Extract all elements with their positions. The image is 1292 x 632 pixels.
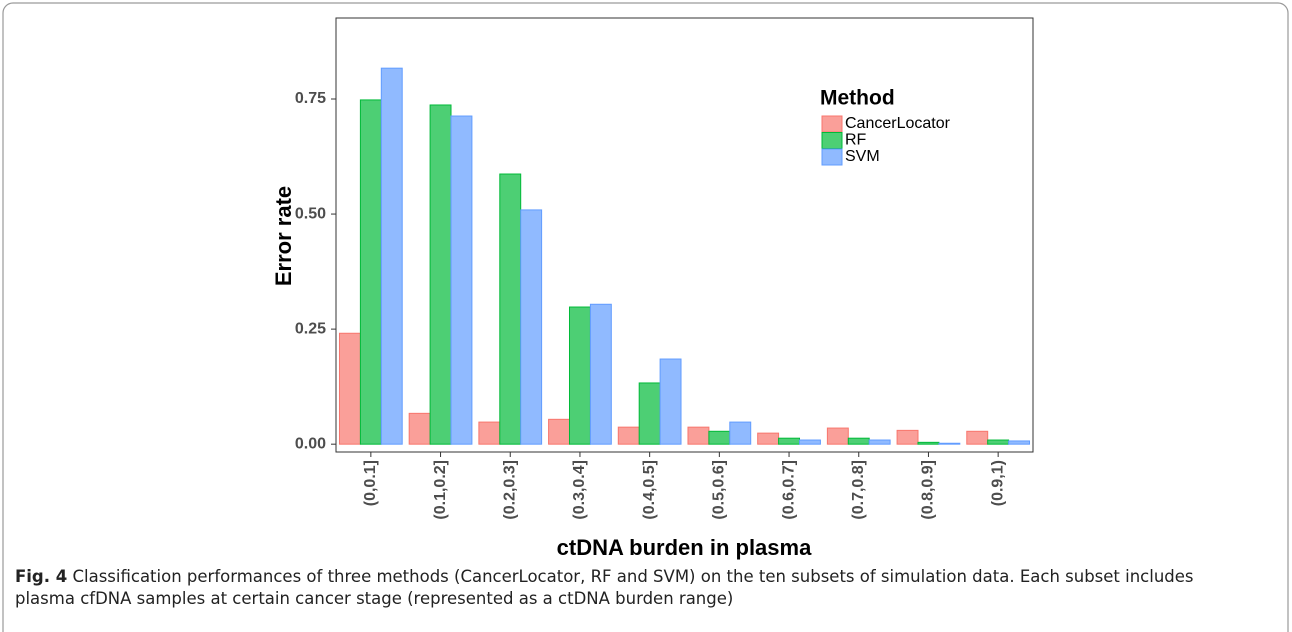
bar [450,115,473,445]
bar [499,173,522,445]
x-tick-label: (0.2,0.3] [501,460,518,520]
bar [359,99,382,445]
x-tick-label: (0.4,0.5] [641,460,658,520]
bar [687,426,710,445]
x-tick-label: (0,0.1] [362,460,379,506]
y-tick-label: 0.25 [295,320,326,337]
bar [938,442,961,445]
caption-text: Classification performances of three met… [15,567,1194,608]
bar [589,303,612,445]
bar [847,437,870,445]
x-tick-label: (0.3,0.4] [571,460,588,520]
bar [1008,440,1031,445]
bar [799,439,821,445]
x-tick-label: (0.9,1) [989,460,1006,506]
y-axis-title: Error rate [271,186,296,286]
bar [896,429,919,445]
bar [778,437,801,445]
y-tick-label: 0.75 [295,90,326,107]
bar [520,209,543,445]
bar [338,332,361,445]
bar [659,358,682,445]
x-tick-label: (0.8,0.9] [920,460,937,520]
bar [708,430,731,445]
x-tick-label: (0.5,0.6] [711,460,728,520]
bar [826,427,849,445]
legend-title: Method [820,87,895,110]
bar [380,67,403,445]
bar [868,439,891,445]
y-tick-label: 0.00 [295,435,326,452]
bar [729,421,752,445]
bar [429,104,452,445]
bar [617,426,640,445]
y-tick-label: 0.50 [295,205,326,222]
legend-swatch [821,132,843,149]
bar [548,418,570,445]
bar [966,430,989,445]
x-tick-label: (0.7,0.8] [850,460,867,520]
bar [638,382,661,445]
bar [987,439,1010,445]
x-tick-label: (0.1,0.2] [432,460,449,520]
caption: Fig. 4 Classification performances of th… [15,566,1255,610]
caption-label: Fig. 4 [15,567,68,586]
legend-swatch [821,115,843,133]
legend-label: SVM [845,148,880,165]
legend-label: CancerLocator [845,115,951,132]
legend-swatch [821,148,843,166]
plot-border [335,17,1034,453]
bar [478,421,501,445]
bar [568,306,591,445]
legend-label: RF [845,132,867,149]
bar [408,412,431,445]
bar [917,441,940,445]
x-axis-title: ctDNA burden in plasma [557,535,812,560]
x-tick-label: (0.6,0.7] [780,460,797,520]
bar [757,432,780,445]
